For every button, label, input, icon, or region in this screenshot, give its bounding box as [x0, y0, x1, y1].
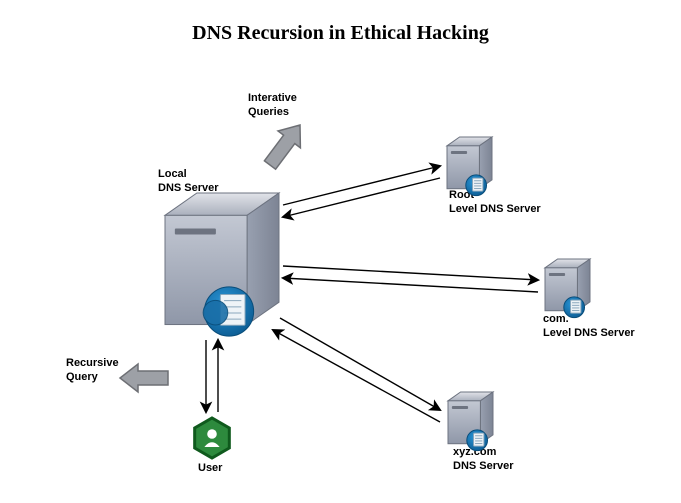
arrow-thin — [280, 318, 440, 410]
server-xyz — [448, 392, 493, 451]
arrow-thin — [283, 266, 538, 280]
servers-layer — [165, 137, 590, 451]
server-local — [165, 193, 279, 336]
server-root — [447, 137, 492, 196]
arrow-thin — [283, 178, 440, 217]
arrow-thin — [283, 166, 440, 205]
server-com — [545, 259, 590, 318]
arrow-thin — [273, 330, 440, 422]
arrow-thin — [283, 278, 538, 292]
user-icon — [195, 418, 230, 458]
diagram-canvas — [0, 0, 681, 503]
iterative-arrow — [259, 117, 311, 174]
recursive-arrow — [120, 364, 168, 392]
